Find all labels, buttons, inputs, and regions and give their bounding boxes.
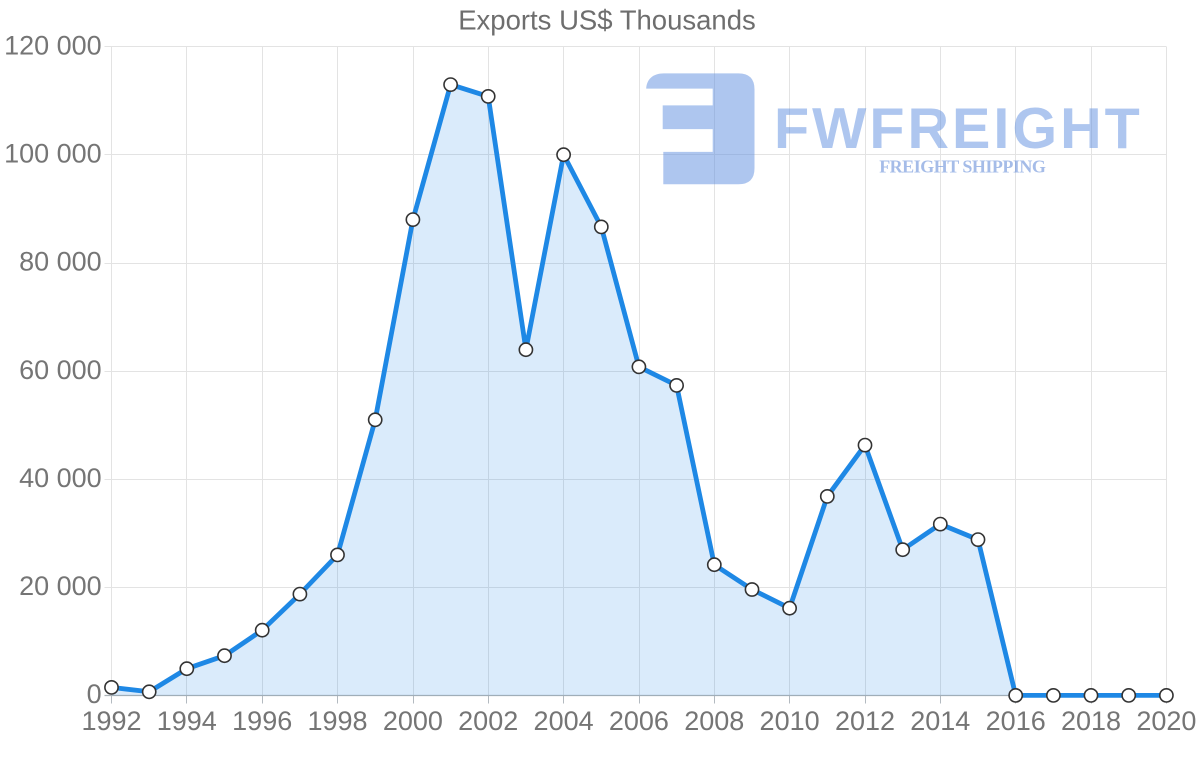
svg-text:2010: 2010 <box>760 706 820 736</box>
svg-text:2020: 2020 <box>1136 706 1196 736</box>
svg-text:FREIGHT SHIPPING: FREIGHT SHIPPING <box>879 157 1046 177</box>
svg-text:80 000: 80 000 <box>19 247 102 277</box>
svg-text:FWFREIGHT: FWFREIGHT <box>774 97 1143 161</box>
svg-text:0: 0 <box>87 679 102 709</box>
svg-text:1996: 1996 <box>232 706 292 736</box>
svg-text:60 000: 60 000 <box>19 355 102 385</box>
svg-text:2016: 2016 <box>986 706 1046 736</box>
svg-text:2008: 2008 <box>684 706 744 736</box>
svg-text:100 000: 100 000 <box>4 139 102 169</box>
svg-text:2012: 2012 <box>835 706 895 736</box>
svg-text:40 000: 40 000 <box>19 463 102 493</box>
svg-text:1992: 1992 <box>81 706 141 736</box>
svg-text:2004: 2004 <box>534 706 594 736</box>
svg-text:2014: 2014 <box>910 706 970 736</box>
svg-text:120 000: 120 000 <box>4 31 102 61</box>
svg-text:2018: 2018 <box>1061 706 1121 736</box>
svg-text:2006: 2006 <box>609 706 669 736</box>
svg-text:2000: 2000 <box>383 706 443 736</box>
svg-text:20 000: 20 000 <box>19 571 102 601</box>
svg-text:2002: 2002 <box>458 706 518 736</box>
svg-text:Exports US$ Thousands: Exports US$ Thousands <box>458 4 756 35</box>
svg-text:1994: 1994 <box>157 706 217 736</box>
svg-text:1998: 1998 <box>307 706 367 736</box>
